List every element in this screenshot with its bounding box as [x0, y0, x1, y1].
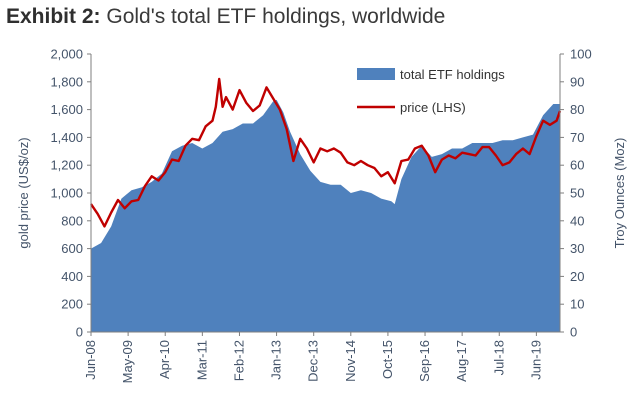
x-tick-label: Jul-18	[491, 340, 506, 375]
left-tick-label: 1,200	[50, 158, 83, 173]
x-tick-label: Mar-11	[194, 340, 209, 380]
legend-holdings-swatch	[357, 68, 395, 80]
x-tick-label: Aug-17	[454, 340, 469, 382]
holdings-area-series	[91, 99, 560, 333]
right-tick-label: 0	[570, 325, 577, 340]
x-tick-label: Dec-13	[306, 340, 321, 382]
right-tick-label: 60	[570, 158, 584, 173]
left-tick-label: 600	[61, 241, 83, 256]
left-tick-label: 1,600	[50, 102, 83, 117]
left-tick-label: 0	[76, 325, 83, 340]
left-tick-label: 1,000	[50, 186, 83, 201]
x-tick-label: Feb-12	[231, 340, 246, 381]
right-axis-title: Troy Ounces (Moz)	[612, 138, 627, 249]
x-tick-label: Oct-15	[380, 340, 395, 379]
left-tick-label: 2,000	[50, 47, 83, 62]
x-tick-label: Apr-10	[157, 340, 172, 379]
x-tick-label: May-09	[120, 340, 135, 383]
right-tick-label: 70	[570, 130, 584, 145]
price-line-series	[90, 77, 562, 228]
left-tick-label: 1,400	[50, 130, 83, 145]
legend-price-label: price (LHS)	[400, 100, 466, 115]
right-tick-label: 40	[570, 213, 584, 228]
right-tick-label: 30	[570, 241, 584, 256]
title-text: Gold's total ETF holdings, worldwide	[106, 5, 446, 28]
chart-title: Exhibit 2: Gold's total ETF holdings, wo…	[6, 2, 445, 32]
left-tick-label: 200	[61, 297, 83, 312]
x-tick-label: Nov-14	[343, 340, 358, 382]
right-tick-label: 80	[570, 102, 584, 117]
left-tick-label: 800	[61, 213, 83, 228]
x-tick-label: Sep-16	[417, 340, 432, 382]
x-tick-label: Jun-08	[83, 340, 98, 380]
left-tick-label: 400	[61, 269, 83, 284]
right-tick-label: 10	[570, 297, 584, 312]
exhibit-label: Exhibit 2:	[6, 5, 101, 28]
legend-holdings-label: total ETF holdings	[400, 67, 505, 82]
x-tick-label: Jun-19	[528, 340, 543, 380]
right-tick-label: 20	[570, 269, 584, 284]
right-tick-label: 100	[570, 47, 592, 62]
right-tick-label: 90	[570, 74, 584, 89]
left-tick-label: 1,800	[50, 74, 83, 89]
x-tick-label: Jan-13	[269, 340, 284, 380]
left-axis-title: gold price (US$/oz)	[16, 137, 31, 248]
right-tick-label: 50	[570, 186, 584, 201]
